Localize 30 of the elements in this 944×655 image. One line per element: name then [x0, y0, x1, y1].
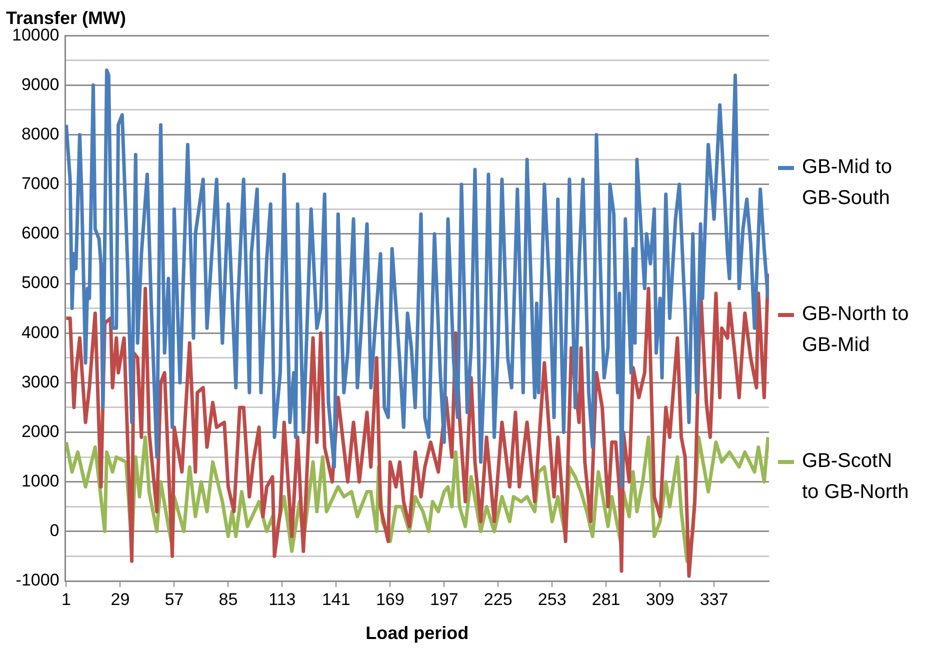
y-tick-label: 8000 [21, 124, 60, 144]
x-tick-label: 141 [322, 590, 350, 609]
y-tick-label: 4000 [21, 322, 60, 342]
y-tick-label: 5000 [21, 273, 60, 292]
legend-label: GB-Mid to GB-South [802, 155, 894, 212]
x-tick-label: 253 [538, 590, 566, 609]
x-tick-label: 309 [646, 590, 674, 609]
x-tick-label: 281 [592, 590, 620, 609]
x-tick-label: 29 [110, 590, 130, 609]
x-tick-label: 337 [700, 590, 728, 609]
y-tick-label: 9000 [21, 74, 60, 94]
x-axis-title: Load period [366, 623, 469, 644]
x-tick-label: 197 [430, 590, 458, 609]
y-tick-label: 7000 [21, 174, 60, 194]
x-tick-label: 113 [268, 590, 296, 609]
y-tick-label: -1000 [16, 570, 60, 590]
x-tick-label: 169 [376, 590, 404, 609]
legend-label: GB-North to GB-Mid [802, 302, 910, 358]
x-tick-label: 85 [218, 590, 238, 609]
y-tick-label: 3000 [21, 372, 60, 392]
y-axis-title: Transfer (MW) [6, 8, 126, 28]
x-tick-label: 225 [484, 590, 512, 609]
y-tick-label: 1000 [21, 472, 60, 491]
x-tick-label: 57 [164, 590, 184, 609]
y-tick-label: 2000 [21, 422, 60, 441]
y-tick-label: 6000 [21, 224, 60, 243]
y-tick-label: 0 [50, 521, 60, 540]
legend-label: GB-ScotN to GB-North [802, 448, 910, 505]
x-tick-label: 1 [62, 590, 71, 609]
y-tick-label: 10000 [12, 25, 60, 44]
